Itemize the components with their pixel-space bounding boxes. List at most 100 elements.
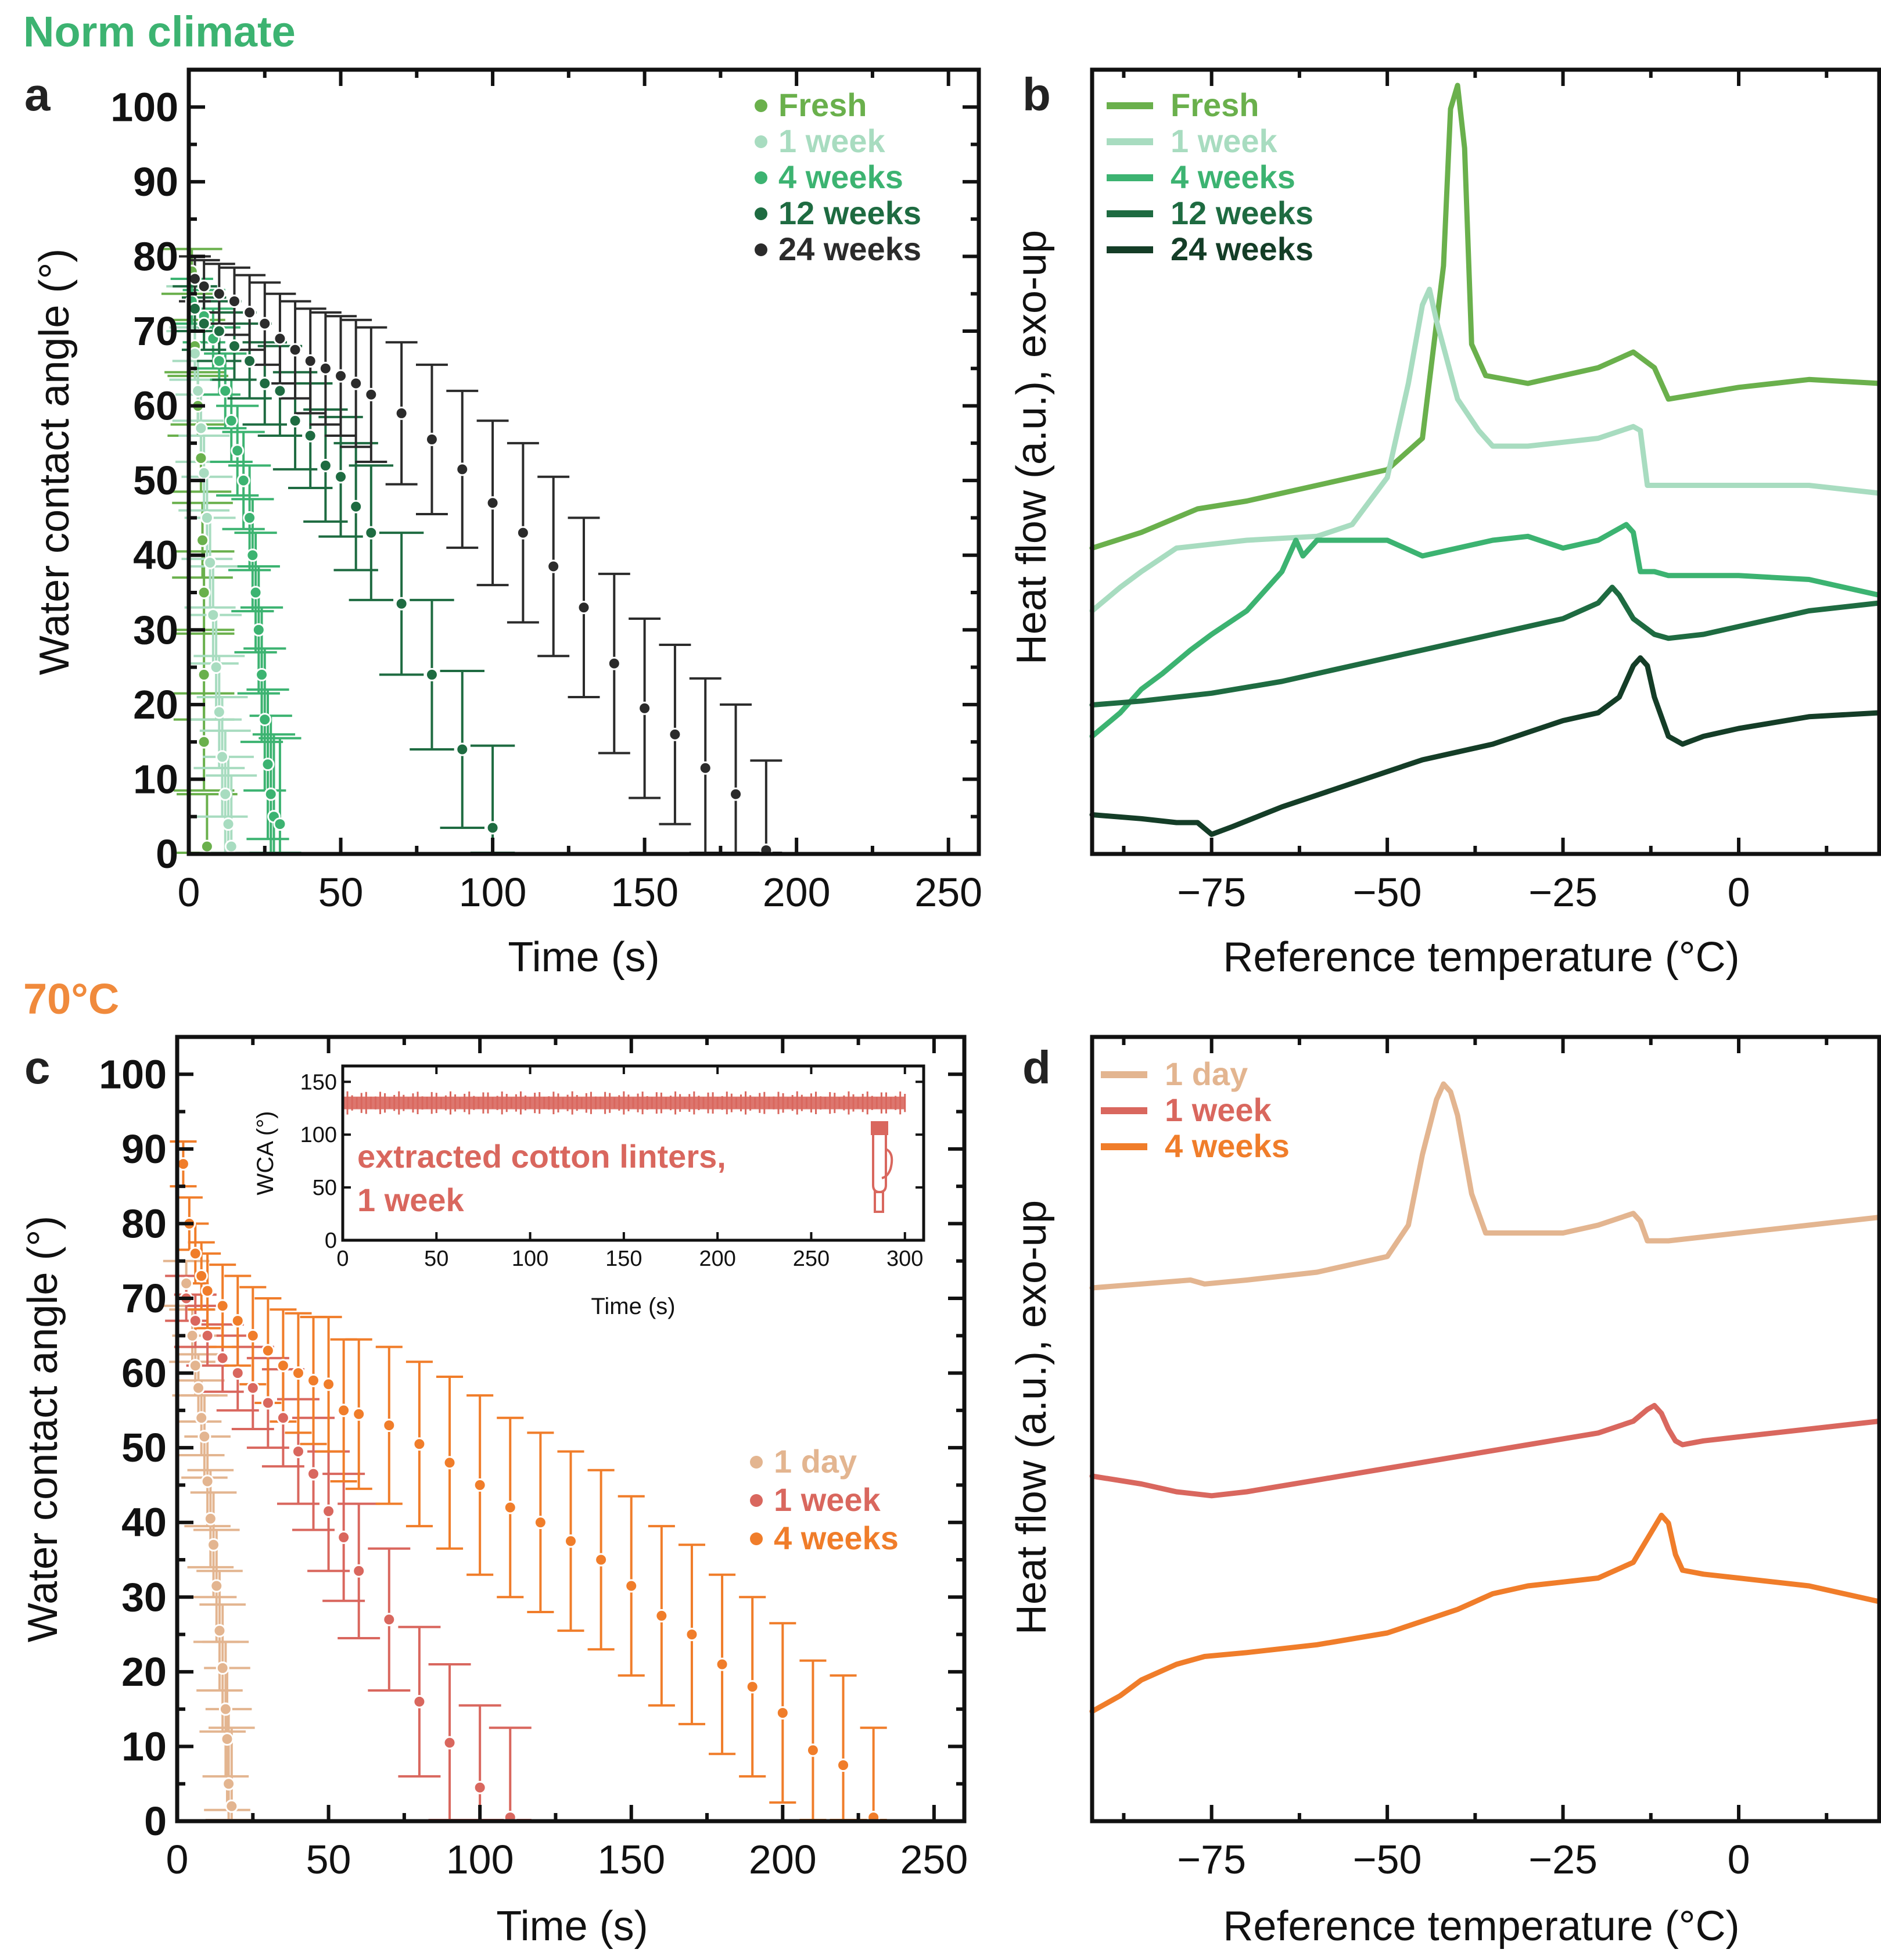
panel-a-frame xyxy=(186,67,981,856)
x-tick-label: 50 xyxy=(424,1247,448,1271)
panel-c-ticks: 0 50 100 150 200 250 0 10 20 30 40 50 60 70 80 90 100 xyxy=(99,1035,968,1882)
y-tick-label: 100 xyxy=(99,1051,167,1097)
data-point xyxy=(224,839,238,853)
data-point xyxy=(203,556,217,570)
data-point xyxy=(258,317,272,331)
data-point xyxy=(624,1579,638,1593)
data-point xyxy=(212,705,226,719)
data-point xyxy=(195,1269,209,1283)
panel-a-chart: a 0 50 100 150 200 2500102030405060708090100 … xyxy=(24,67,982,981)
data-point xyxy=(291,1445,305,1459)
data-point xyxy=(334,369,348,383)
panel-label-a: a xyxy=(24,69,51,120)
legend-marker xyxy=(755,171,767,184)
panel-b-chart: b −75 −50 −25 0 Reference temperature (°C) … xyxy=(1008,67,1881,981)
panel-b-ticks: −75 −50 −25 0 xyxy=(1122,70,1829,915)
x-tick-label: 50 xyxy=(318,870,364,915)
data-point xyxy=(197,667,211,681)
legend-label: 1 week xyxy=(774,1481,881,1518)
data-point xyxy=(252,623,265,637)
data-point xyxy=(655,1609,669,1622)
data-point xyxy=(243,511,257,525)
y-tick-label: 100 xyxy=(110,84,178,130)
data-point xyxy=(209,660,223,674)
x-tick-label: 0 xyxy=(1728,1837,1750,1882)
y-tick-label: 0 xyxy=(156,831,178,877)
data-point xyxy=(191,1381,205,1395)
data-point xyxy=(412,1695,426,1708)
panel-a-xlabel: Time (s) xyxy=(508,934,659,981)
legend-label: Fresh xyxy=(778,87,867,123)
legend-label: 24 weeks xyxy=(778,231,921,267)
y-tick-label: 90 xyxy=(121,1126,167,1172)
data-point xyxy=(425,432,439,446)
y-tick-label: 40 xyxy=(121,1500,167,1545)
panel-label-b: b xyxy=(1022,69,1051,120)
data-point xyxy=(188,1314,202,1328)
inset-annotation-line1: extracted cotton linters, xyxy=(357,1138,726,1175)
data-point xyxy=(200,1284,214,1298)
data-point xyxy=(425,667,439,681)
data-point xyxy=(394,597,408,611)
inset-frame xyxy=(341,1064,925,1242)
data-point xyxy=(198,1430,211,1444)
data-point xyxy=(195,1411,209,1425)
data-point xyxy=(188,1359,202,1373)
data-point xyxy=(745,1680,759,1694)
data-point xyxy=(318,458,332,472)
x-tick-label: 250 xyxy=(793,1247,830,1271)
soxhlet-extractor-icon xyxy=(871,1121,893,1213)
data-point xyxy=(837,1758,850,1772)
data-point xyxy=(236,473,250,487)
legend-label: 1 day xyxy=(1165,1056,1248,1092)
data-point xyxy=(261,758,275,771)
panel-d-chart: d −75 −50 −25 0 Reference temperature (°C) … xyxy=(1008,1035,1881,1950)
data-point xyxy=(455,742,469,756)
data-point xyxy=(516,526,530,540)
data-point xyxy=(547,559,561,573)
x-tick-label: −25 xyxy=(1528,870,1598,915)
x-tick-label: 300 xyxy=(886,1247,923,1271)
panel-c-ylabel: Water contact angle (°) xyxy=(20,1216,66,1642)
series-line xyxy=(1089,286,1881,613)
data-point xyxy=(337,1530,351,1544)
data-point xyxy=(473,1780,487,1794)
data-point xyxy=(352,1407,366,1421)
data-point xyxy=(224,414,238,428)
data-point xyxy=(212,354,226,368)
panel-c-chart: c 0 50 100 150 200 2500102030405060708090100 … xyxy=(20,1035,968,1950)
data-point xyxy=(273,817,287,831)
legend-label: 1 week xyxy=(1165,1092,1272,1128)
data-point xyxy=(197,735,211,749)
series-line xyxy=(1089,1403,1881,1499)
x-tick-label: −50 xyxy=(1353,870,1422,915)
data-point xyxy=(364,526,378,540)
data-point xyxy=(203,1512,217,1525)
data-point xyxy=(243,306,257,320)
legend-marker xyxy=(755,243,767,256)
data-point xyxy=(577,601,591,615)
y-tick-label: 0 xyxy=(325,1229,337,1253)
inset-annotation-line2: 1 week xyxy=(357,1182,465,1218)
panel-c-xlabel: Time (s) xyxy=(496,1903,648,1950)
data-point xyxy=(212,287,226,301)
data-point xyxy=(412,1437,426,1451)
data-point xyxy=(258,376,272,390)
data-point xyxy=(231,1314,245,1328)
data-point xyxy=(264,787,278,801)
data-point xyxy=(503,1500,517,1514)
inset-data xyxy=(342,1091,906,1115)
data-point xyxy=(200,839,214,853)
x-tick-label: 100 xyxy=(446,1837,514,1882)
data-point xyxy=(806,1743,820,1757)
legend-label: Fresh xyxy=(1171,87,1259,123)
data-point xyxy=(207,1538,221,1552)
data-point xyxy=(216,1299,229,1313)
x-tick-label: 100 xyxy=(512,1247,548,1271)
legend-marker xyxy=(755,135,767,148)
panel-b-frame xyxy=(1090,67,1881,856)
y-tick-label: 10 xyxy=(133,756,178,802)
data-point xyxy=(231,1366,245,1380)
